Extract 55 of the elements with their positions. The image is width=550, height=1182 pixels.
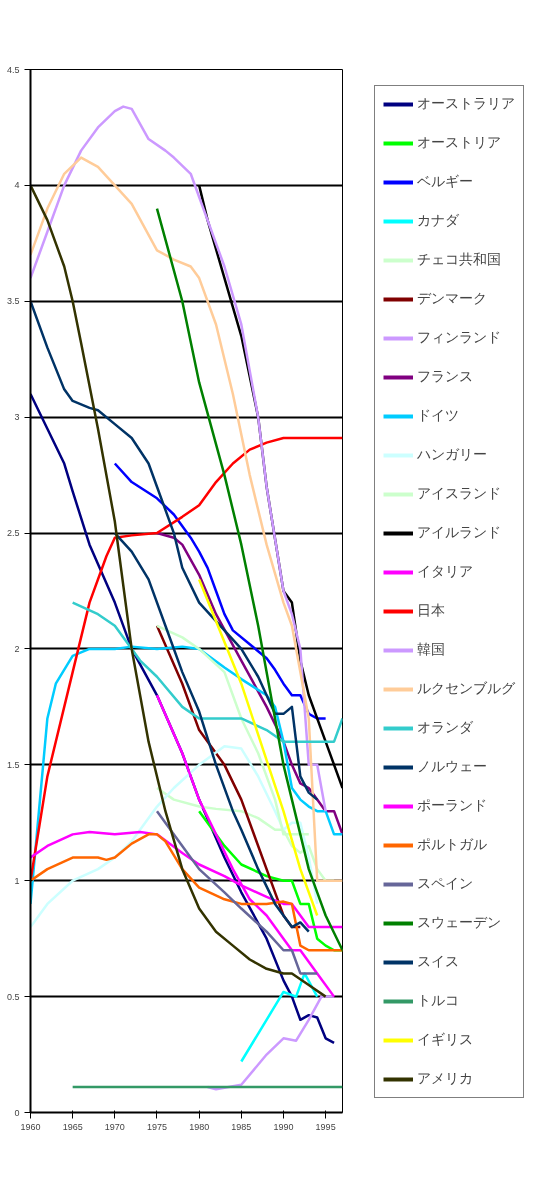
y-tick-label: 0 xyxy=(14,1107,20,1118)
x-tick-label: 1985 xyxy=(231,1121,252,1132)
line-series xyxy=(30,833,343,952)
y-tick-label: 3 xyxy=(14,412,20,423)
legend-label: スペイン xyxy=(417,874,473,893)
line-series xyxy=(30,300,319,801)
y-tick-label: 3.5 xyxy=(6,296,20,307)
y-tick-label: 2.5 xyxy=(6,528,20,539)
legend-label: カナダ xyxy=(417,211,459,230)
x-tick-label: 1990 xyxy=(273,1121,294,1132)
line-series xyxy=(30,184,327,998)
legend-label: アメリカ xyxy=(417,1069,473,1088)
line-series xyxy=(30,156,343,882)
legend-label: ノルウェー xyxy=(417,757,487,776)
legend-label: フィンランド xyxy=(417,328,501,347)
legend-label: ドイツ xyxy=(417,406,459,425)
legend-label: チェコ共和国 xyxy=(417,250,501,269)
line-series xyxy=(30,105,327,813)
legend-label: フランス xyxy=(417,367,473,386)
legend-label: イギリス xyxy=(417,1030,473,1049)
legend-label: 日本 xyxy=(417,601,445,620)
y-tick-label: 1 xyxy=(14,875,20,886)
x-tick-label: 1970 xyxy=(104,1121,125,1132)
line-series xyxy=(113,531,311,933)
y-tick-label: 1.5 xyxy=(6,759,20,770)
legend-label: スウェーデン xyxy=(417,913,501,932)
legend-label: デンマーク xyxy=(417,289,487,308)
x-tick-label: 1965 xyxy=(62,1121,83,1132)
line-series xyxy=(113,462,327,720)
legend-label: ハンガリー xyxy=(417,445,487,464)
legend-label: ポルトガル xyxy=(417,835,487,854)
legend-label: ポーランド xyxy=(417,796,487,815)
line-series xyxy=(197,578,319,917)
y-tick-label: 2 xyxy=(14,643,20,654)
legend-label: ルクセンブルグ xyxy=(417,679,515,698)
legend-label: オーストリア xyxy=(417,133,501,152)
legend-label: イタリア xyxy=(417,562,473,581)
x-tick-label: 1975 xyxy=(146,1121,168,1132)
x-tick-label: 1980 xyxy=(189,1121,210,1132)
y-tick-label: 4 xyxy=(14,180,20,191)
legend-label: アイスランド xyxy=(417,484,501,503)
y-tick-label: 0.5 xyxy=(6,991,20,1002)
legend-label: オランダ xyxy=(417,718,473,737)
legend-label: アイルランド xyxy=(417,523,501,542)
y-tick-label: 4.5 xyxy=(6,64,20,75)
line-series xyxy=(155,207,343,952)
legend-label: スイス xyxy=(417,952,459,971)
x-tick-label: 1960 xyxy=(20,1121,41,1132)
legend-label: トルコ xyxy=(417,991,459,1010)
line-series xyxy=(71,601,343,743)
legend-label: オーストラリア xyxy=(417,94,515,113)
line-series xyxy=(155,809,319,975)
x-tick-label: 1995 xyxy=(315,1121,336,1132)
legend-label: 韓国 xyxy=(417,640,445,659)
legend-label: ベルギー xyxy=(417,172,473,191)
